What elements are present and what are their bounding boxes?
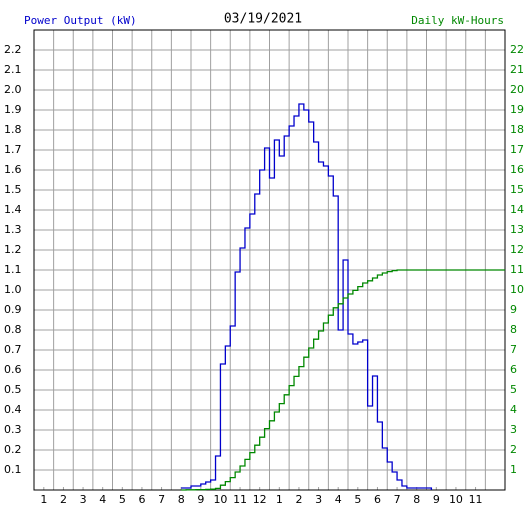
y2-tick-label: 7 — [510, 343, 517, 356]
x-tick-label: 12 — [253, 493, 267, 506]
x-tick-label: 7 — [158, 493, 165, 506]
x-tick-label: 6 — [138, 493, 145, 506]
y2-tick-label: 6 — [510, 363, 517, 376]
plot-border — [33, 29, 506, 491]
x-tick-label: 2 — [60, 493, 67, 506]
y-tick-label: 1.4 — [4, 203, 22, 216]
y2-tick-label: 19 — [510, 103, 524, 116]
y-tick-label: 1.3 — [4, 223, 22, 236]
y-tick-label: 1.0 — [4, 283, 22, 296]
x-tick-label: 4 — [99, 493, 106, 506]
x-tick-label: 8 — [178, 493, 185, 506]
x-tick-label: 7 — [394, 493, 401, 506]
y2-tick-label: 20 — [510, 83, 524, 96]
x-tick-label: 6 — [374, 493, 381, 506]
y2-tick-label: 8 — [510, 323, 517, 336]
y-tick-label: 2.2 — [4, 43, 22, 56]
x-tick-label: 5 — [119, 493, 126, 506]
y-tick-label: 1.9 — [4, 103, 22, 116]
y2-tick-label: 10 — [510, 283, 524, 296]
series-line — [181, 269, 505, 491]
y-tick-label: 1.6 — [4, 163, 22, 176]
y-tick-label: 0.5 — [4, 383, 22, 396]
x-tick-label: 9 — [197, 493, 204, 506]
y2-tick-label: 17 — [510, 143, 524, 156]
y-tick-label: 1.7 — [4, 143, 22, 156]
y-tick-label: 0.4 — [4, 403, 22, 416]
chart-title: 03/19/2021 — [224, 12, 302, 27]
x-tick-label: 9 — [433, 493, 440, 506]
y2-tick-label: 22 — [510, 43, 524, 56]
y2-tick-label: 2 — [510, 443, 517, 456]
x-tick-label: 10 — [213, 493, 227, 506]
y2-tick-label: 12 — [510, 243, 524, 256]
x-tick-label: 1 — [276, 493, 283, 506]
y-tick-label: 0.2 — [4, 443, 22, 456]
x-tick-label: 11 — [233, 493, 247, 506]
y-tick-label: 1.1 — [4, 263, 22, 276]
x-tick-label: 8 — [413, 493, 420, 506]
y2-tick-label: 9 — [510, 303, 517, 316]
y2-tick-label: 5 — [510, 383, 517, 396]
y2-tick-label: 13 — [510, 223, 524, 236]
y2-tick-label: 16 — [510, 163, 524, 176]
x-tick-label: 3 — [80, 493, 87, 506]
y-tick-label: 2.1 — [4, 63, 22, 76]
x-tick-label: 4 — [335, 493, 342, 506]
y2-tick-label: 14 — [510, 203, 524, 216]
x-tick-label: 3 — [315, 493, 322, 506]
y2-tick-label: 15 — [510, 183, 524, 196]
x-tick-label: 10 — [449, 493, 463, 506]
y-tick-label: 0.3 — [4, 423, 22, 436]
y2-axis-title: Daily kW-Hours — [411, 14, 504, 27]
y2-tick-label: 1 — [510, 463, 517, 476]
y2-tick-label: 21 — [510, 63, 524, 76]
y2-tick-label: 18 — [510, 123, 524, 136]
x-tick-label: 5 — [354, 493, 361, 506]
y2-tick-label: 11 — [510, 263, 524, 276]
y-tick-label: 1.8 — [4, 123, 22, 136]
y2-tick-label: 3 — [510, 423, 517, 436]
y-tick-label: 0.8 — [4, 323, 22, 336]
series-line — [181, 103, 433, 490]
y-tick-label: 0.1 — [4, 463, 22, 476]
x-tick-label: 2 — [295, 493, 302, 506]
y-tick-label: 1.2 — [4, 243, 22, 256]
y-tick-label: 0.7 — [4, 343, 22, 356]
y2-tick-label: 4 — [510, 403, 517, 416]
y-tick-label: 0.9 — [4, 303, 22, 316]
x-tick-label: 1 — [40, 493, 47, 506]
y-tick-label: 2.0 — [4, 83, 22, 96]
y-tick-label: 0.6 — [4, 363, 22, 376]
y-axis-title: Power Output (kW) — [24, 14, 137, 27]
y-tick-label: 1.5 — [4, 183, 22, 196]
x-tick-label: 11 — [469, 493, 483, 506]
